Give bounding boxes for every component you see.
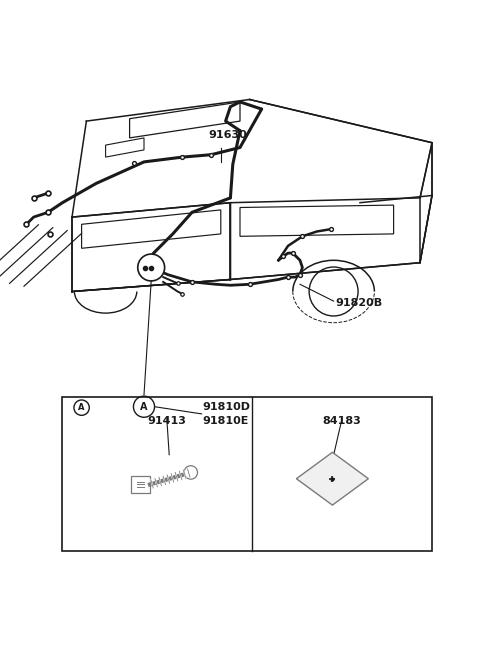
Text: 91630: 91630 (209, 130, 248, 140)
Text: 91820B: 91820B (335, 297, 382, 308)
Text: 84183: 84183 (323, 417, 361, 426)
Text: 91810E: 91810E (203, 416, 249, 426)
Text: A: A (78, 403, 85, 412)
Circle shape (184, 466, 198, 479)
Bar (62, 397, 432, 551)
Text: 91413: 91413 (147, 417, 186, 426)
Text: 91810D: 91810D (203, 402, 251, 411)
Polygon shape (297, 453, 369, 505)
Circle shape (138, 254, 165, 281)
Text: A: A (140, 402, 148, 412)
